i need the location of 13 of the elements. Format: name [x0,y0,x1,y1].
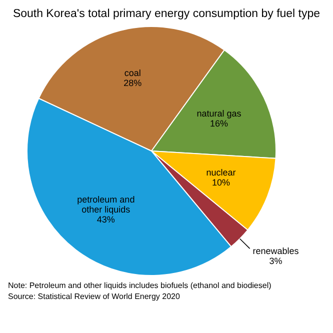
slice-label: renewables [252,246,300,256]
data-label: 10% [212,178,230,188]
data-label: 43% [96,214,115,225]
data-label: 28% [124,78,142,88]
data-label: 16% [210,118,228,128]
source-note: Source: Statistical Review of World Energy 2020 [8,291,181,302]
slice-label: coal [124,68,141,78]
chart-title: South Korea's total primary energy consumption by fuel type [12,8,322,20]
text: Note: Petroleum and other liquids includes biofuels (ethanol and biodiesel) [8,280,272,291]
data-label: 3% [269,256,282,266]
slice-label: natural gas [196,108,242,118]
slice-label: nuclear [206,168,236,178]
slice-label: petroleum and other liquids [77,194,135,215]
